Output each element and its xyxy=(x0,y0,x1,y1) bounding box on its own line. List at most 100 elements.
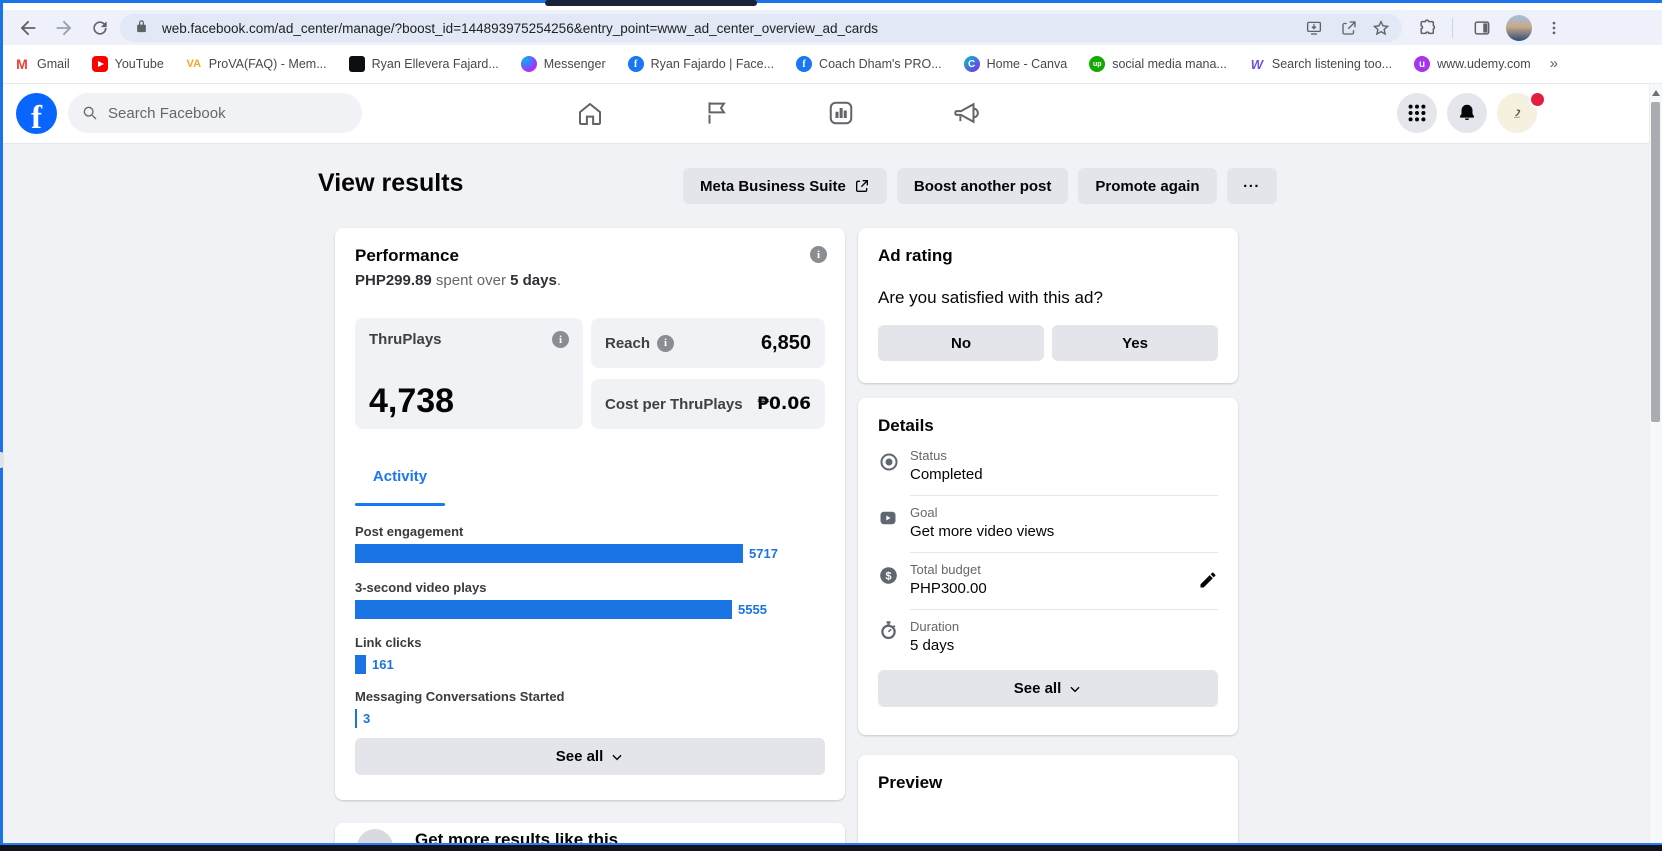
chart-category-label: Messaging Conversations Started xyxy=(355,689,565,704)
side-panel-handle xyxy=(0,452,4,468)
url-text[interactable]: web.facebook.com/ad_center/manage/?boost… xyxy=(162,20,879,36)
youtube-favicon xyxy=(91,56,108,72)
see-all-button[interactable]: See all xyxy=(355,738,825,775)
facebook-search[interactable] xyxy=(68,93,362,133)
canva-favicon: C xyxy=(963,56,980,72)
details-title: Details xyxy=(878,416,934,435)
facebook-header: f xyxy=(0,84,1662,144)
gmail-favicon: M xyxy=(16,56,28,72)
ad-rating-title: Ad rating xyxy=(878,246,953,265)
dollar-icon: $ xyxy=(878,565,900,587)
edit-pencil-icon[interactable] xyxy=(1198,570,1218,590)
ad-center-megaphone-icon[interactable] xyxy=(951,98,981,128)
performance-title: Performance xyxy=(355,246,459,265)
detail-label: Status xyxy=(910,448,947,463)
thruplays-tile: ThruPlays i 4,738 xyxy=(355,318,583,429)
bookmark-search-listening[interactable]: W Search listening too... xyxy=(1250,56,1393,72)
bookmark-star-icon[interactable] xyxy=(1372,19,1390,37)
notifications-bell-icon[interactable] xyxy=(1447,93,1487,133)
page-title: View results xyxy=(318,169,464,197)
chart-category-label: 3-second video plays xyxy=(355,580,487,595)
detail-label: Goal xyxy=(910,505,938,520)
bookmark-prova[interactable]: VA ProVA(FAQ) - Mem... xyxy=(186,57,327,71)
notification-badge xyxy=(1529,91,1546,108)
bookmark-canva[interactable]: C Home - Canva xyxy=(963,56,1067,72)
cost-label: Cost per ThruPlays xyxy=(605,395,743,413)
bookmark-messenger[interactable]: Messenger xyxy=(520,56,606,72)
detail-value: Get more video views xyxy=(910,523,1055,540)
meta-business-suite-button[interactable]: Meta Business Suite xyxy=(683,168,887,204)
bookmark-youtube[interactable]: YouTube xyxy=(91,56,164,72)
lock-icon xyxy=(134,19,152,37)
facebook-logo[interactable]: f xyxy=(16,93,57,134)
chevron-down-icon xyxy=(1068,682,1082,696)
bookmark-udemy[interactable]: u www.udemy.com xyxy=(1414,56,1531,72)
window-top-border xyxy=(0,0,1662,3)
detail-value: 5 days xyxy=(910,637,955,654)
facebook-favicon: f xyxy=(627,56,644,72)
bookmark-ryan-fajardo[interactable]: f Ryan Fajardo | Face... xyxy=(627,56,774,72)
detail-label: Total budget xyxy=(910,562,981,577)
extensions-icon[interactable] xyxy=(1413,14,1441,42)
back-icon[interactable] xyxy=(14,14,42,42)
performance-card: Performance i PHP299.89 spent over 5 day… xyxy=(335,228,845,800)
reach-label: Reach xyxy=(605,334,651,352)
share-icon[interactable] xyxy=(1340,19,1358,37)
boost-another-post-button[interactable]: Boost another post xyxy=(896,168,1069,204)
side-panel-icon[interactable] xyxy=(1468,14,1496,42)
chart-bar-row: 3 xyxy=(355,709,370,728)
upwork-favicon: up xyxy=(1089,56,1106,72)
chart-bar-row: 5555 xyxy=(355,600,767,619)
detail-value: PHP300.00 xyxy=(910,580,987,597)
browser-menu-dots-icon[interactable] xyxy=(1540,14,1568,42)
search-input[interactable] xyxy=(106,103,330,123)
preview-card: Preview xyxy=(858,755,1238,845)
bookmarks-overflow-chevron[interactable]: » xyxy=(1549,55,1558,72)
address-bar[interactable]: web.facebook.com/ad_center/manage/?boost… xyxy=(120,14,1402,42)
details-card: Details Status Completed Goal Get more v… xyxy=(858,398,1238,735)
home-icon[interactable] xyxy=(575,98,605,128)
apps-grid-icon[interactable] xyxy=(1397,93,1437,133)
forward-icon[interactable] xyxy=(50,14,78,42)
info-icon[interactable]: i xyxy=(657,334,675,352)
divider xyxy=(910,495,1218,496)
scrollbar-thumb[interactable] xyxy=(1651,102,1660,422)
info-icon[interactable]: i xyxy=(810,246,827,263)
bookmarks-bar: M Gmail YouTube VA ProVA(FAQ) - Mem... Rya… xyxy=(0,45,1662,84)
external-link-icon xyxy=(854,178,870,194)
browser-toolbar: web.facebook.com/ad_center/manage/?boost… xyxy=(0,10,1662,45)
avatar xyxy=(357,829,393,847)
pages-flag-icon[interactable] xyxy=(702,98,732,128)
info-icon[interactable]: i xyxy=(552,331,569,348)
reload-icon[interactable] xyxy=(86,14,114,42)
divider xyxy=(910,609,1218,610)
browser-tab-sliver xyxy=(545,0,757,6)
rating-yes-button[interactable]: Yes xyxy=(1052,325,1218,361)
chevron-down-icon xyxy=(610,750,624,764)
ads-chart-icon[interactable] xyxy=(826,98,856,128)
bookmark-gmail[interactable]: M Gmail xyxy=(14,56,70,72)
chart-bar xyxy=(355,600,732,619)
install-app-icon[interactable] xyxy=(1305,19,1323,37)
promote-again-button[interactable]: Promote again xyxy=(1078,168,1217,204)
chart-category-label: Post engagement xyxy=(355,524,464,539)
chart-value: 5555 xyxy=(738,602,767,617)
bookmark-coach-dham[interactable]: f Coach Dham's PRO... xyxy=(796,56,942,72)
search-icon xyxy=(82,105,98,121)
rating-no-button[interactable]: No xyxy=(878,325,1044,361)
more-options-button[interactable]: ... xyxy=(1226,168,1277,204)
ad-rating-card: Ad rating Are you satisfied with this ad… xyxy=(858,228,1238,383)
prova-favicon: VA xyxy=(186,58,202,70)
bookmark-upwork[interactable]: up social media mana... xyxy=(1089,56,1227,72)
chart-value: 3 xyxy=(363,711,371,726)
scrollbar-up-arrow[interactable] xyxy=(1652,90,1660,96)
chart-value: 5717 xyxy=(749,546,778,561)
chart-bar xyxy=(355,544,743,563)
reach-value: 6,850 xyxy=(760,331,811,354)
bookmark-ryan-ellevera[interactable]: Ryan Ellevera Fajard... xyxy=(348,56,499,72)
thruplays-value: 4,738 xyxy=(369,382,455,420)
chart-bar-row: 5717 xyxy=(355,544,778,563)
browser-profile-avatar[interactable] xyxy=(1506,15,1532,41)
see-all-button[interactable]: See all xyxy=(878,670,1218,707)
tab-activity[interactable]: Activity xyxy=(372,468,428,485)
